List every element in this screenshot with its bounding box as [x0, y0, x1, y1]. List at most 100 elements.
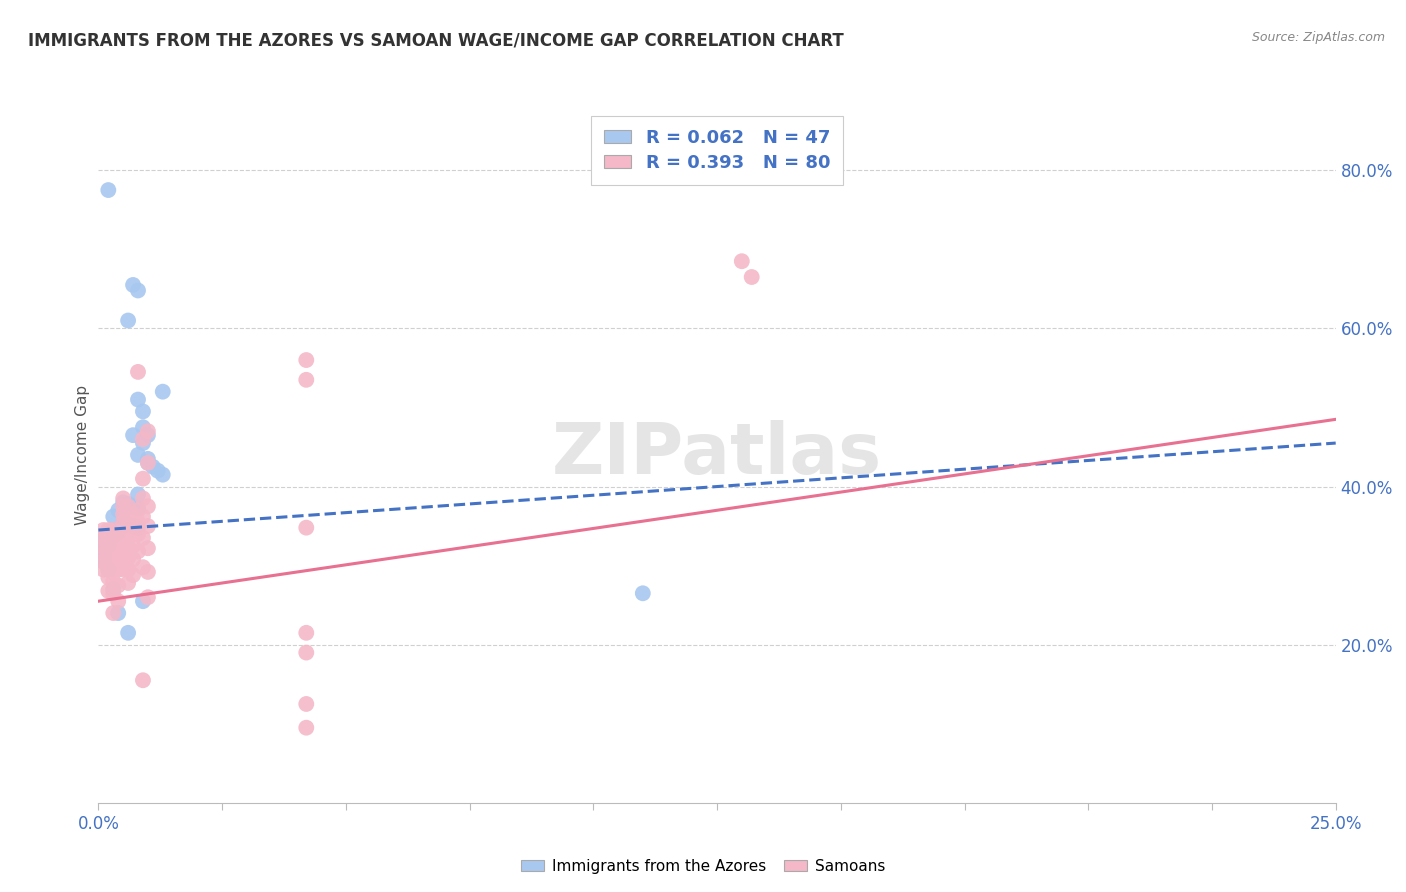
Point [117, 576, 139, 591]
Point [93, 536, 115, 550]
Text: ZIPatlas: ZIPatlas [553, 420, 882, 490]
Point [93, 555, 115, 569]
Point [631, 586, 654, 600]
Point [132, 420, 155, 434]
Point [97, 523, 120, 537]
Point [122, 517, 145, 532]
Point [122, 539, 145, 553]
Point [136, 565, 159, 579]
Point [136, 451, 159, 466]
Point [132, 491, 155, 506]
Point [107, 606, 129, 620]
Point [112, 563, 135, 577]
Point [117, 550, 139, 565]
Point [136, 456, 159, 470]
Point [146, 464, 169, 478]
Point [93, 539, 115, 553]
Point [127, 448, 149, 462]
Point [132, 472, 155, 486]
Point [107, 536, 129, 550]
Point [117, 528, 139, 542]
Point [97, 539, 120, 553]
Point [117, 563, 139, 577]
Point [122, 552, 145, 566]
Point [103, 586, 125, 600]
Point [136, 456, 159, 470]
Point [731, 254, 754, 268]
Point [127, 392, 149, 407]
Point [93, 531, 115, 545]
Point [122, 277, 145, 292]
Point [117, 539, 139, 553]
Point [107, 528, 129, 542]
Point [103, 523, 125, 537]
Point [295, 625, 318, 640]
Text: Source: ZipAtlas.com: Source: ZipAtlas.com [1251, 31, 1385, 45]
Point [93, 542, 115, 557]
Point [97, 527, 120, 541]
Point [93, 563, 115, 577]
Point [112, 550, 135, 565]
Point [107, 544, 129, 558]
Point [136, 541, 159, 556]
Point [127, 365, 149, 379]
Point [132, 436, 155, 450]
Point [132, 432, 155, 446]
Point [127, 503, 149, 517]
Point [117, 509, 139, 524]
Point [117, 500, 139, 514]
Point [112, 495, 135, 509]
Point [103, 574, 125, 589]
Point [132, 531, 155, 545]
Point [127, 487, 149, 501]
Point [97, 539, 120, 553]
Point [122, 568, 145, 582]
Point [295, 373, 318, 387]
Point [112, 505, 135, 519]
Point [741, 270, 763, 285]
Point [122, 500, 145, 514]
Point [112, 515, 135, 529]
Point [117, 313, 139, 327]
Point [127, 544, 149, 558]
Point [152, 384, 174, 399]
Point [93, 547, 115, 561]
Point [295, 646, 318, 660]
Point [103, 523, 125, 537]
Point [136, 519, 159, 533]
Point [97, 531, 120, 545]
Point [136, 424, 159, 438]
Point [112, 515, 135, 529]
Point [93, 547, 115, 561]
Point [127, 500, 149, 515]
Point [132, 673, 155, 688]
Point [97, 555, 120, 569]
Point [103, 555, 125, 569]
Point [117, 497, 139, 511]
Point [295, 697, 318, 711]
Point [93, 533, 115, 548]
Point [97, 183, 120, 197]
Point [97, 563, 120, 577]
Point [112, 500, 135, 514]
Point [103, 547, 125, 561]
Point [93, 555, 115, 569]
Point [103, 539, 125, 553]
Point [295, 521, 318, 535]
Point [122, 507, 145, 521]
Point [107, 578, 129, 592]
Point [122, 428, 145, 442]
Point [107, 552, 129, 566]
Y-axis label: Wage/Income Gap: Wage/Income Gap [75, 384, 90, 525]
Point [107, 563, 129, 577]
Text: IMMIGRANTS FROM THE AZORES VS SAMOAN WAGE/INCOME GAP CORRELATION CHART: IMMIGRANTS FROM THE AZORES VS SAMOAN WAG… [28, 31, 844, 49]
Point [107, 503, 129, 517]
Point [127, 284, 149, 298]
Point [132, 594, 155, 608]
Point [93, 550, 115, 565]
Point [117, 625, 139, 640]
Point [132, 509, 155, 524]
Point [142, 459, 165, 474]
Point [295, 721, 318, 735]
Point [93, 523, 115, 537]
